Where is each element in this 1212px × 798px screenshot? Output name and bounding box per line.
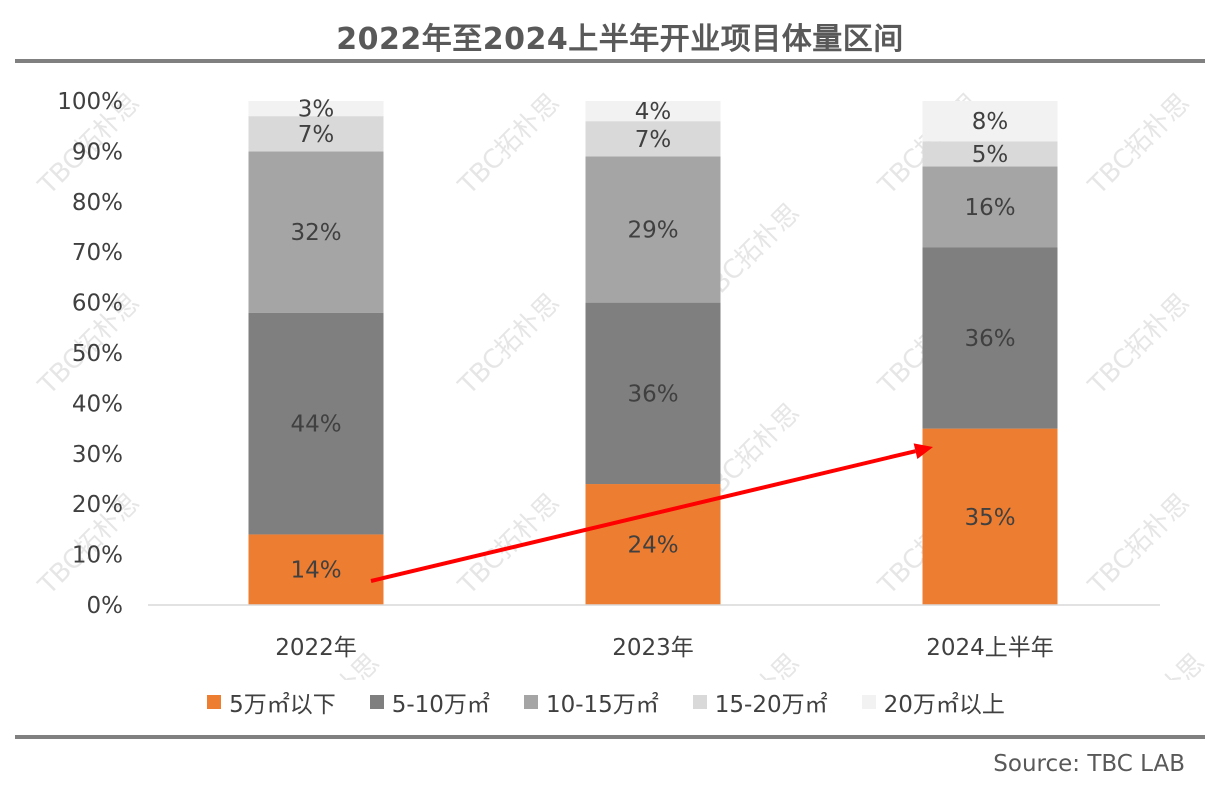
data-label: 7% — [298, 122, 335, 148]
x-tick-label: 2023年 — [612, 635, 694, 661]
chart-title: 2022年至2024上半年开业项目体量区间 — [336, 22, 904, 57]
data-label: 35% — [964, 505, 1015, 531]
data-label: 8% — [972, 109, 1009, 135]
data-label: 5% — [972, 142, 1009, 168]
title-divider — [15, 59, 1205, 63]
bar-segment — [248, 116, 384, 152]
legend-item: 15-20万㎡ — [692, 685, 828, 719]
data-label: 32% — [290, 220, 341, 246]
legend-item: 10-15万㎡ — [523, 685, 659, 719]
y-tick-label: 90% — [72, 139, 123, 165]
y-axis: 0% 10% 20% 30% 40% 50% 60% 70% 80% 90% 100% — [57, 89, 123, 619]
trend-arrow-head — [913, 443, 933, 459]
bar-segment — [248, 101, 384, 117]
bar-segment — [922, 428, 1058, 605]
y-tick-label: 20% — [72, 492, 123, 518]
y-tick-label: 70% — [72, 240, 123, 266]
bar-segment — [585, 101, 721, 122]
source-note: Source: TBC LAB — [993, 751, 1185, 777]
y-tick-label: 50% — [72, 341, 123, 367]
y-tick-label: 60% — [72, 291, 123, 317]
watermark-text: TBC拓朴思 — [1097, 648, 1210, 680]
bar-segment — [585, 302, 721, 485]
y-tick-label: 40% — [72, 391, 123, 417]
bar-segment — [922, 101, 1058, 142]
y-tick-label: 100% — [57, 89, 123, 115]
bar-segment — [922, 141, 1058, 167]
watermark-text: TBC拓朴思 — [692, 648, 805, 680]
legend-label: 20万㎡以上 — [883, 692, 1005, 718]
data-label: 29% — [627, 218, 678, 244]
legend-item: 5-10万㎡ — [369, 685, 490, 719]
watermark-text: TBC拓朴思 — [452, 288, 565, 401]
data-label: 7% — [635, 127, 672, 153]
legend-swatch — [692, 695, 707, 709]
y-tick-label: 80% — [72, 190, 123, 216]
data-label: 14% — [290, 558, 341, 584]
x-axis: 2022年 2023年 2024上半年 — [275, 635, 1054, 661]
legend-swatch — [207, 695, 222, 709]
y-tick-label: 30% — [72, 442, 123, 468]
legend: 5万㎡以下 5-10万㎡ 10-15万㎡ 15-20万㎡ 20万㎡以上 — [0, 685, 1212, 719]
data-label: 4% — [635, 99, 672, 125]
legend-label: 5-10万㎡ — [391, 692, 490, 718]
footer-divider — [15, 735, 1205, 739]
legend-item: 5万㎡以下 — [207, 685, 336, 719]
data-label: 3% — [298, 97, 335, 123]
legend-label: 15-20万㎡ — [714, 692, 828, 718]
trend-arrow — [370, 443, 933, 583]
watermark-text: TBC拓朴思 — [452, 488, 565, 601]
legend-label: 5万㎡以下 — [229, 692, 336, 718]
bar-segment — [585, 121, 721, 157]
watermark-text: TBC拓朴思 — [1082, 88, 1195, 201]
legend-swatch — [861, 695, 876, 709]
bar-segment — [585, 156, 721, 303]
stacked-bar-chart: TBC拓朴思 TBC拓朴思 TBC拓朴思 TBC拓朴思 TBC拓朴思 TBC拓朴思 TBC拓… — [32, 88, 1210, 680]
bar-segment — [248, 151, 384, 313]
trend-arrow-line — [370, 449, 916, 583]
watermark-text: TBC拓朴思 — [1082, 488, 1195, 601]
x-tick-label: 2024上半年 — [926, 635, 1054, 661]
data-label: 36% — [627, 381, 678, 407]
legend-swatch — [523, 695, 538, 709]
data-label: 24% — [627, 533, 678, 559]
data-label: 44% — [290, 412, 341, 438]
watermark-text: TBC拓朴思 — [1082, 288, 1195, 401]
bar-segment — [922, 166, 1058, 248]
watermark-text: TBC拓朴思 — [452, 88, 565, 201]
legend-item: 20万㎡以上 — [861, 685, 1005, 719]
data-label: 36% — [964, 326, 1015, 352]
bars-layer: 14%44%32%7%3%24%36%29%7%4%35%36%16%5%8% — [248, 97, 1058, 605]
bar-segment — [248, 312, 384, 535]
legend-label: 10-15万㎡ — [545, 692, 659, 718]
y-tick-label: 0% — [87, 593, 124, 619]
bar-segment — [248, 534, 384, 605]
legend-swatch — [369, 695, 384, 709]
bar-segment — [922, 247, 1058, 429]
y-tick-label: 10% — [72, 543, 123, 569]
x-tick-label: 2022年 — [275, 635, 357, 661]
data-label: 16% — [964, 195, 1015, 221]
